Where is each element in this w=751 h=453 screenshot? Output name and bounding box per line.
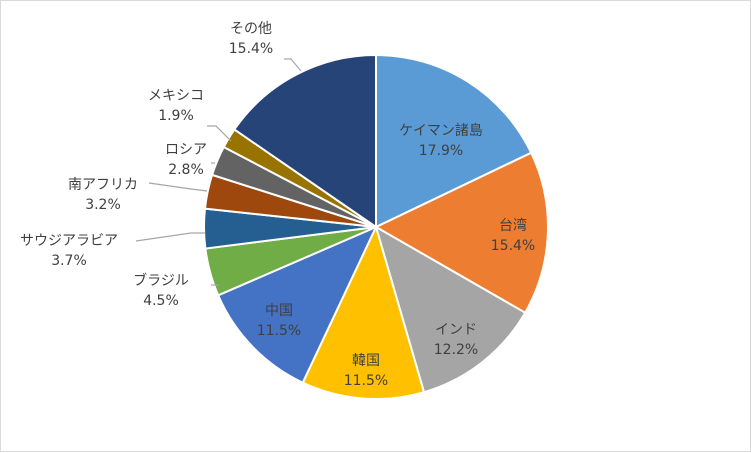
slice-percent-label: 12.2% xyxy=(434,342,478,358)
pie-slice xyxy=(301,224,426,400)
leader-line xyxy=(135,232,205,242)
slice-percent-label: 3.7% xyxy=(51,253,87,269)
slice-percent-label: 1.9% xyxy=(158,108,194,124)
pie-slice xyxy=(232,53,377,229)
slice-percent-label: 15.4% xyxy=(491,238,535,254)
slice-percent-label: 11.5% xyxy=(257,323,301,339)
slice-label: サウジアラビア xyxy=(20,233,118,249)
slice-label: 韓国 xyxy=(352,353,380,369)
slice-label: ロシア xyxy=(165,142,207,158)
slice-percent-label: 4.5% xyxy=(143,293,179,309)
slice-label: インド xyxy=(435,322,477,338)
leader-line xyxy=(148,182,208,192)
pie-slice xyxy=(375,53,533,229)
slice-label: ケイマン諸島 xyxy=(399,123,483,139)
pie-slice xyxy=(374,224,527,394)
pie-slice xyxy=(373,151,549,315)
slice-label: ブラジル xyxy=(133,272,189,289)
leader-line xyxy=(284,58,302,72)
slice-percent-label: 15.4% xyxy=(229,41,273,57)
slice-label: メキシコ xyxy=(148,88,204,104)
slice-percent-label: 11.5% xyxy=(344,373,388,389)
slice-label: 台湾 xyxy=(499,217,527,234)
slice-label: その他 xyxy=(230,21,272,37)
slice-percent-label: 2.8% xyxy=(168,162,204,178)
pie-slice xyxy=(216,225,379,384)
slice-percent-label: 3.2% xyxy=(85,197,121,213)
leader-line xyxy=(207,125,232,142)
slice-label: 南アフリカ xyxy=(68,177,138,193)
slice-label: 中国 xyxy=(265,303,293,319)
slice-percent-label: 17.9% xyxy=(419,143,463,159)
